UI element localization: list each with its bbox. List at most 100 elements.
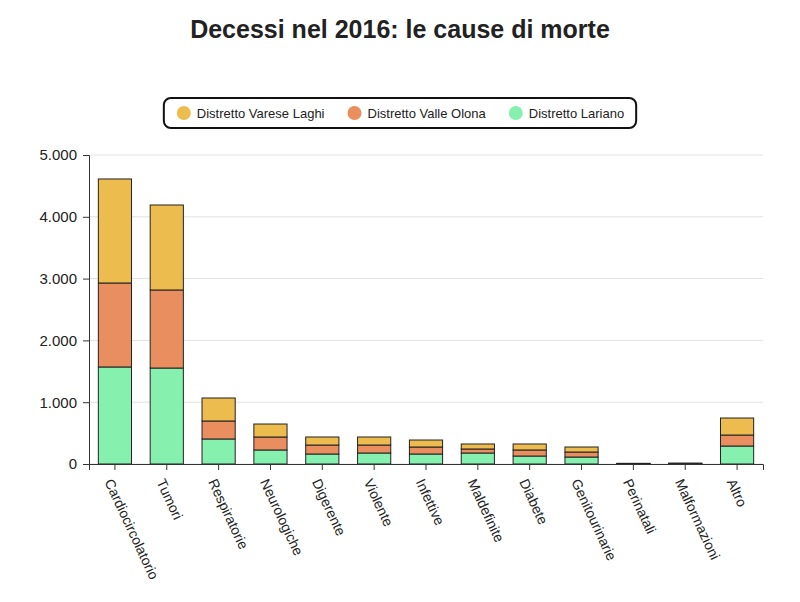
legend-marker bbox=[348, 106, 362, 120]
legend-item: Distretto Valle Olona bbox=[348, 106, 487, 121]
bar bbox=[669, 463, 702, 464]
tick-label: Respiratorie bbox=[205, 476, 251, 551]
bar bbox=[617, 463, 650, 464]
tick-mark bbox=[83, 155, 89, 156]
bar bbox=[254, 437, 287, 450]
tick-mark bbox=[426, 464, 427, 470]
tick: Malformazioni bbox=[672, 464, 723, 562]
tick-mark bbox=[737, 464, 738, 470]
bar bbox=[202, 439, 235, 464]
bar bbox=[409, 447, 442, 454]
bar bbox=[461, 444, 494, 449]
bar bbox=[461, 449, 494, 453]
tick-label: 4.000 bbox=[39, 208, 77, 225]
bar bbox=[98, 367, 131, 464]
bar bbox=[565, 457, 598, 464]
bar bbox=[202, 421, 235, 439]
bar bbox=[358, 445, 391, 453]
tick-mark bbox=[83, 464, 89, 465]
legend: Distretto Varese Laghi Distretto Valle Ol… bbox=[164, 98, 636, 128]
tick-label: 5.000 bbox=[39, 146, 77, 163]
bar bbox=[98, 179, 131, 283]
bar bbox=[409, 454, 442, 464]
y-axis: 01.0002.0003.0004.0005.000 bbox=[39, 146, 89, 472]
tick-label: 2.000 bbox=[39, 332, 77, 349]
series bbox=[98, 283, 753, 464]
chart: Decessi nel 2016: le cause di morte01.00… bbox=[0, 0, 800, 602]
legend-label: Distretto Lariano bbox=[529, 106, 624, 121]
tick: Tumori bbox=[153, 464, 186, 522]
tick-mark bbox=[633, 464, 634, 470]
tick-mark bbox=[218, 464, 219, 470]
legend-label: Distretto Varese Laghi bbox=[197, 106, 325, 121]
tick: 2.000 bbox=[39, 332, 89, 349]
tick-mark bbox=[685, 464, 686, 470]
bar bbox=[358, 437, 391, 445]
grid-line bbox=[89, 402, 763, 403]
bar bbox=[669, 463, 702, 464]
legend-item: Distretto Varese Laghi bbox=[177, 106, 325, 121]
bar bbox=[306, 454, 339, 464]
tick-mark bbox=[114, 464, 115, 470]
tick-mark bbox=[83, 279, 89, 280]
tick-label: Maldefinite bbox=[465, 476, 508, 544]
tick: 4.000 bbox=[39, 208, 89, 225]
tick-mark bbox=[83, 217, 89, 218]
bar bbox=[254, 424, 287, 437]
bar bbox=[565, 452, 598, 457]
tick-label: Perinatali bbox=[620, 476, 659, 536]
bar bbox=[720, 446, 753, 464]
tick: Digerente bbox=[309, 464, 349, 538]
bar bbox=[202, 398, 235, 421]
tick: Violente bbox=[361, 464, 397, 529]
bar bbox=[513, 444, 546, 450]
tick-mark bbox=[581, 464, 582, 470]
tick: Diabete bbox=[516, 464, 551, 527]
tick-label: Cardiocircolatorio bbox=[102, 476, 163, 582]
tick-label: Altro bbox=[724, 476, 751, 509]
title: Decessi nel 2016: le cause di morte bbox=[190, 15, 610, 43]
bar bbox=[461, 453, 494, 464]
legend-marker bbox=[509, 106, 523, 120]
bar bbox=[720, 418, 753, 435]
tick: 5.000 bbox=[39, 146, 89, 163]
bar bbox=[617, 463, 650, 464]
bar bbox=[358, 453, 391, 464]
tick-mark bbox=[83, 340, 89, 341]
bar bbox=[150, 368, 183, 464]
bar bbox=[513, 450, 546, 456]
tick-label: Tumori bbox=[153, 476, 186, 522]
grid-line bbox=[89, 340, 763, 341]
tick: Altro bbox=[724, 464, 751, 509]
tick: Respiratorie bbox=[205, 464, 251, 552]
bar bbox=[617, 463, 650, 464]
bar bbox=[98, 283, 131, 367]
tick: Cardiocircolatorio bbox=[102, 464, 163, 582]
bars bbox=[98, 179, 753, 464]
tick-label: Infettive bbox=[413, 476, 448, 527]
bar bbox=[409, 440, 442, 447]
tick-label: Genitourinarie bbox=[568, 476, 620, 563]
series bbox=[98, 179, 753, 464]
tick: Neurologiche bbox=[257, 464, 306, 558]
tick: Genitourinarie bbox=[568, 464, 620, 563]
tick-mark bbox=[166, 464, 167, 470]
tick: 3.000 bbox=[39, 270, 89, 287]
tick-label: Neurologiche bbox=[257, 476, 306, 558]
plot: 01.0002.0003.0004.0005.000Cardiocircolat… bbox=[39, 146, 763, 582]
legend-marker bbox=[177, 106, 191, 120]
tick: Perinatali bbox=[620, 464, 659, 536]
tick-label: 1.000 bbox=[39, 394, 77, 411]
tick-mark bbox=[83, 402, 89, 403]
tick: 1.000 bbox=[39, 394, 89, 411]
tick-mark bbox=[270, 464, 271, 470]
bar bbox=[565, 447, 598, 452]
tick-label: 3.000 bbox=[39, 270, 77, 287]
tick: Maldefinite bbox=[465, 464, 508, 545]
grid-line bbox=[89, 216, 763, 217]
grid-line bbox=[89, 155, 763, 156]
x-axis: CardiocircolatorioTumori RespiratorieNeur… bbox=[90, 464, 764, 582]
grid bbox=[89, 155, 763, 464]
bar bbox=[306, 437, 339, 445]
tick-mark bbox=[529, 464, 530, 470]
